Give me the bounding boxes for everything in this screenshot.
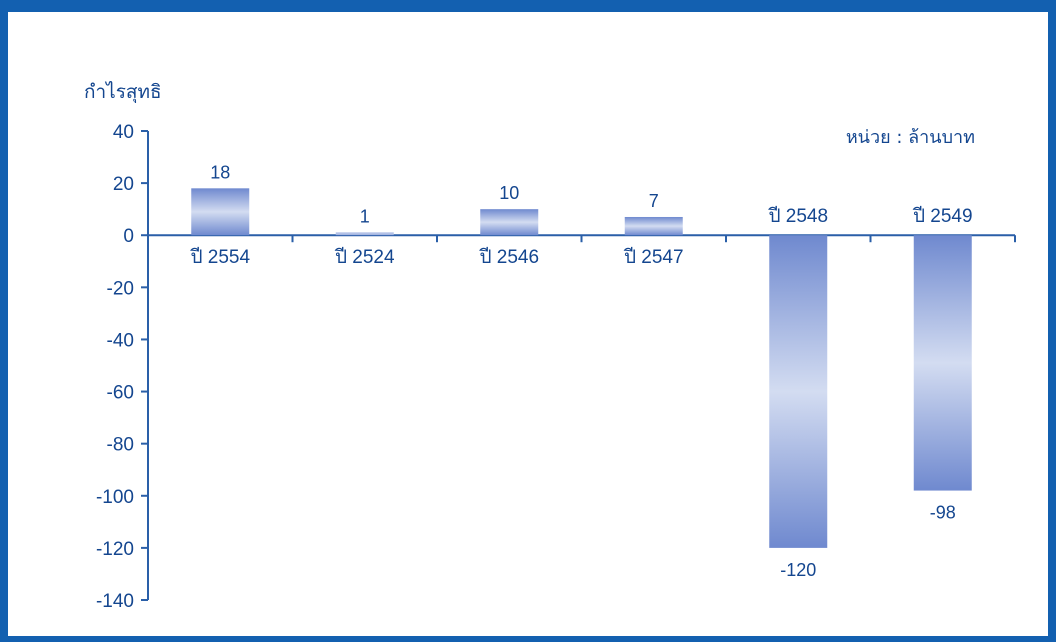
category-label: ปี 2554 [190,246,251,268]
y-tick-label: -60 [107,383,134,404]
bar [769,235,828,548]
value-label: -120 [780,560,816,580]
bar [624,216,683,236]
y-tick-label: -40 [107,330,134,351]
y-axis-title: กำไรสุทธิ [84,81,162,104]
bar [913,235,972,491]
y-tick-label: 20 [113,174,134,195]
y-tick-label: -100 [96,487,134,508]
y-tick-label: 40 [113,122,134,143]
bar [335,232,394,236]
category-label: ปี 2524 [334,246,395,268]
y-tick-label: -140 [96,591,134,612]
value-label: 7 [649,191,659,211]
bar [480,209,539,236]
y-tick-label: 0 [123,226,134,247]
category-label: ปี 2547 [623,246,683,268]
y-tick-label: -120 [96,539,134,560]
value-label: 1 [360,207,370,227]
category-label: ปี 2548 [768,205,828,227]
value-label: 10 [499,183,519,203]
bar [191,188,250,236]
category-label: ปี 2546 [479,246,539,268]
value-label: -98 [930,503,956,523]
unit-label: หน่วย : ล้านบาท [846,127,975,148]
category-label: ปี 2549 [912,205,972,227]
y-tick-label: -20 [107,278,134,299]
y-tick-label: -80 [107,435,134,456]
value-label: 18 [210,162,230,182]
